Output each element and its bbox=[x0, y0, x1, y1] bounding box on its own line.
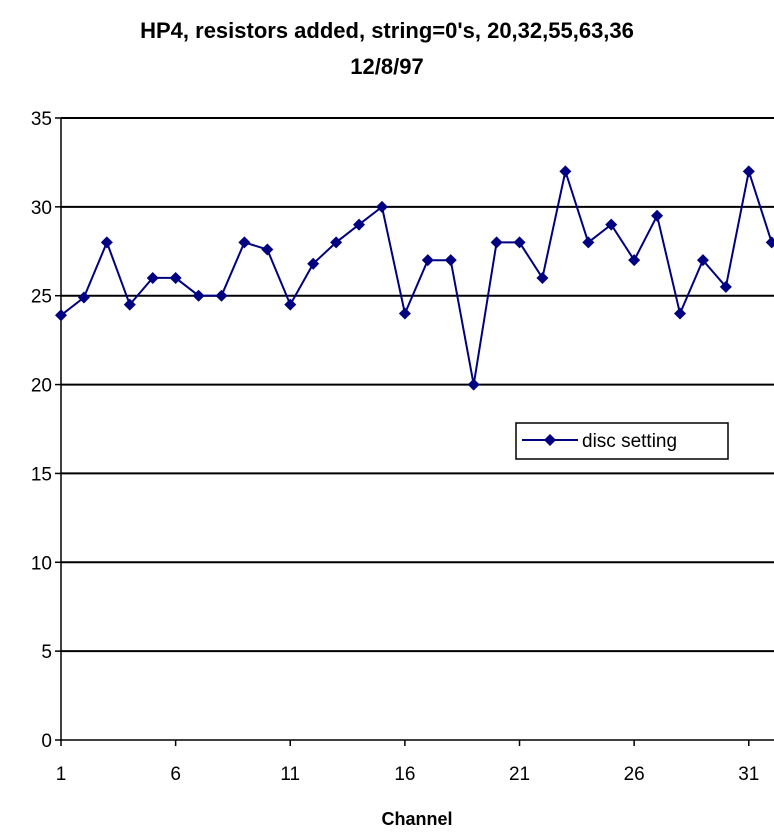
data-point bbox=[192, 289, 205, 302]
data-point bbox=[719, 280, 732, 293]
chart-title-line-2: 12/8/97 bbox=[350, 54, 424, 79]
data-point bbox=[742, 165, 755, 178]
data-point bbox=[215, 289, 228, 302]
data-point bbox=[696, 254, 709, 267]
x-tick-label: 6 bbox=[170, 764, 181, 785]
x-tick-label: 1 bbox=[56, 764, 67, 785]
data-point bbox=[628, 254, 641, 267]
data-point bbox=[536, 271, 549, 284]
data-point bbox=[765, 236, 774, 249]
y-tick-label: 0 bbox=[41, 731, 52, 752]
data-point bbox=[238, 236, 251, 249]
data-point bbox=[353, 218, 366, 231]
legend-marker bbox=[544, 434, 556, 446]
legend: disc setting bbox=[515, 422, 729, 460]
data-point bbox=[55, 309, 67, 322]
y-tick-label: 15 bbox=[31, 464, 52, 485]
x-tick-label: 11 bbox=[280, 764, 300, 785]
series-disc-setting bbox=[55, 165, 774, 391]
x-axis-label: Channel bbox=[381, 809, 452, 829]
x-tick-label: 31 bbox=[738, 764, 759, 785]
x-tick-label: 26 bbox=[624, 764, 645, 785]
y-tick-labels: 0 5 10 15 20 25 30 35 bbox=[31, 109, 52, 752]
chart-title-line-1: HP4, resistors added, string=0's, 20,32,… bbox=[140, 18, 634, 43]
y-tick-label: 10 bbox=[31, 553, 52, 574]
data-point bbox=[123, 298, 136, 311]
gridlines bbox=[61, 117, 774, 653]
data-point bbox=[444, 254, 457, 267]
y-tick-label: 30 bbox=[31, 198, 52, 219]
data-point bbox=[146, 271, 159, 284]
x-tick-labels: 1 6 11 16 21 26 31 bbox=[56, 764, 760, 785]
data-point bbox=[375, 200, 388, 213]
data-point bbox=[513, 236, 526, 249]
data-point bbox=[467, 378, 480, 391]
y-tick-label: 25 bbox=[31, 287, 52, 308]
data-point bbox=[169, 271, 182, 284]
x-tick-label: 16 bbox=[394, 764, 415, 785]
series-line bbox=[60, 167, 773, 385]
data-point bbox=[651, 209, 664, 222]
legend-label: disc setting bbox=[582, 431, 677, 452]
data-point bbox=[674, 307, 687, 320]
data-point bbox=[398, 307, 411, 320]
data-point bbox=[605, 218, 618, 231]
y-tick-label: 5 bbox=[41, 642, 52, 663]
data-point bbox=[490, 236, 503, 249]
data-point bbox=[582, 236, 595, 249]
y-tick-label: 20 bbox=[31, 376, 52, 397]
data-point bbox=[307, 257, 320, 270]
x-tick-label: 21 bbox=[509, 764, 530, 785]
data-point bbox=[100, 236, 113, 249]
data-point bbox=[284, 298, 297, 311]
data-point bbox=[77, 291, 90, 304]
y-tick-label: 35 bbox=[31, 109, 52, 130]
data-point bbox=[261, 243, 274, 256]
data-point bbox=[559, 165, 572, 178]
axes bbox=[55, 117, 774, 746]
data-point bbox=[421, 254, 434, 267]
data-point bbox=[330, 236, 343, 249]
